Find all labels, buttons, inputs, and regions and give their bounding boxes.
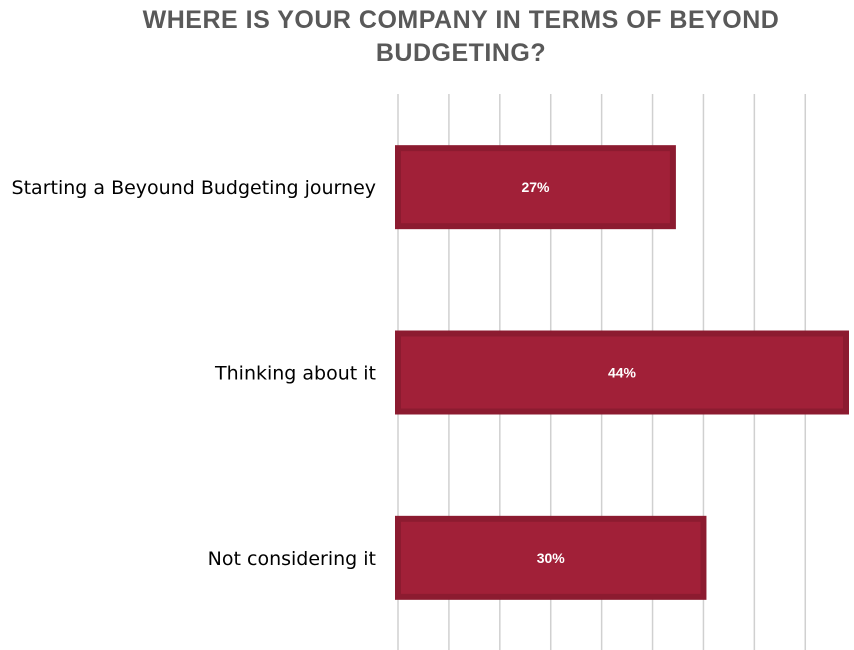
bar-1 bbox=[395, 330, 849, 415]
bar-2 bbox=[395, 515, 707, 600]
chart-title: WHERE IS YOUR COMPANY IN TERMS OF BEYOND… bbox=[142, 6, 780, 67]
data-label-0: 27% bbox=[521, 179, 550, 195]
labels: 27% Starting a Beyound Budgeting journey 4… bbox=[12, 177, 637, 570]
category-label-1: Thinking about it bbox=[214, 363, 376, 385]
bars bbox=[395, 145, 849, 600]
data-label-1: 44% bbox=[608, 365, 637, 381]
bar-0 bbox=[395, 145, 676, 230]
category-label-0: Starting a Beyound Budgeting journey bbox=[12, 177, 376, 199]
category-label-2: Not considering it bbox=[208, 548, 376, 570]
data-label-2: 30% bbox=[537, 550, 566, 566]
